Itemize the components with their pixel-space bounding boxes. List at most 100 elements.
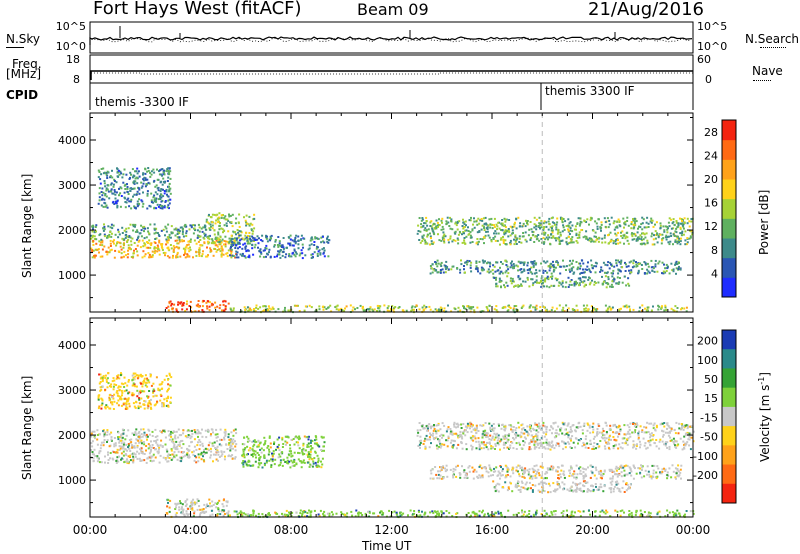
data-cell	[106, 177, 109, 179]
data-cell	[288, 454, 291, 457]
data-cell	[529, 304, 532, 307]
data-cell	[164, 201, 167, 203]
data-cell	[150, 256, 153, 259]
data-cell	[531, 284, 534, 287]
data-cell	[251, 235, 254, 238]
data-cell	[500, 229, 503, 231]
data-cell	[93, 238, 96, 240]
data-cell	[160, 180, 163, 183]
data-cell	[475, 512, 478, 515]
data-cell	[162, 195, 165, 198]
data-cell	[496, 285, 499, 288]
data-cell	[570, 269, 573, 272]
data-cell	[554, 513, 557, 516]
data-cell	[539, 306, 542, 309]
data-cell	[167, 246, 170, 249]
data-cell	[185, 235, 188, 237]
data-cell	[198, 456, 201, 459]
data-cell	[323, 510, 326, 513]
data-cell	[561, 432, 564, 435]
data-cell	[111, 457, 114, 460]
data-cell	[99, 373, 102, 376]
data-cell	[117, 460, 120, 463]
data-cell	[143, 433, 146, 436]
data-cell	[133, 206, 136, 209]
data-cell	[208, 228, 211, 231]
data-cell	[554, 510, 557, 512]
data-cell	[429, 225, 432, 227]
data-cell	[647, 265, 650, 268]
data-cell	[442, 512, 445, 515]
data-cell	[142, 178, 145, 181]
data-cell	[607, 307, 609, 310]
data-cell	[238, 234, 241, 237]
data-cell	[90, 449, 93, 451]
data-cell	[227, 302, 230, 305]
data-cell	[336, 304, 339, 307]
data-cell	[437, 233, 439, 236]
data-cell	[143, 244, 146, 247]
data-cell	[407, 514, 409, 517]
data-cell	[416, 434, 419, 437]
data-cell	[229, 221, 232, 224]
data-cell	[235, 217, 238, 220]
data-cell	[220, 255, 223, 258]
data-cell	[108, 394, 111, 397]
data-cell	[523, 436, 526, 439]
data-cell	[107, 451, 109, 454]
data-cell	[445, 260, 448, 263]
data-cell	[232, 438, 235, 441]
data-cell	[556, 217, 559, 220]
data-cell	[146, 377, 149, 380]
data-cell	[273, 441, 276, 444]
data-cell	[272, 307, 275, 310]
data-cell	[405, 309, 408, 312]
data-cell	[659, 224, 662, 227]
data-cell	[626, 239, 629, 242]
data-cell	[115, 377, 118, 380]
data-cell	[471, 229, 474, 232]
data-cell	[517, 276, 520, 279]
data-cell	[202, 451, 205, 453]
data-cell	[495, 282, 498, 285]
data-cell	[326, 306, 329, 309]
data-cell	[232, 441, 235, 444]
data-cell	[624, 220, 627, 223]
data-cell	[293, 451, 296, 454]
data-cell	[438, 445, 440, 448]
data-cell	[142, 202, 145, 205]
data-cell	[641, 309, 643, 312]
data-cell	[418, 440, 421, 443]
data-cell	[584, 268, 587, 271]
data-cell	[465, 448, 468, 451]
data-cell	[684, 243, 687, 246]
data-cell	[521, 509, 523, 512]
data-cell	[520, 431, 523, 434]
data-cell	[252, 236, 255, 239]
data-cell	[665, 263, 668, 266]
data-cell	[298, 310, 301, 312]
data-cell	[638, 225, 640, 228]
data-cell	[281, 446, 284, 448]
data-cell	[312, 460, 315, 463]
data-cell	[621, 237, 624, 239]
data-cell	[155, 231, 158, 234]
data-cell	[225, 222, 228, 225]
cpid-label: CPID	[6, 88, 39, 102]
data-cell	[138, 430, 141, 433]
data-cell	[307, 248, 310, 251]
data-cell	[664, 225, 667, 228]
data-cell	[116, 451, 119, 454]
data-cell	[198, 248, 201, 251]
data-cell	[246, 440, 249, 443]
data-cell	[101, 194, 104, 197]
data-cell	[131, 378, 134, 381]
data-cell	[276, 255, 278, 258]
data-cell	[529, 427, 532, 430]
data-cell	[669, 439, 672, 442]
data-cell	[641, 222, 644, 225]
data-cell	[422, 234, 425, 237]
data-cell	[138, 397, 141, 400]
data-cell	[103, 245, 106, 248]
